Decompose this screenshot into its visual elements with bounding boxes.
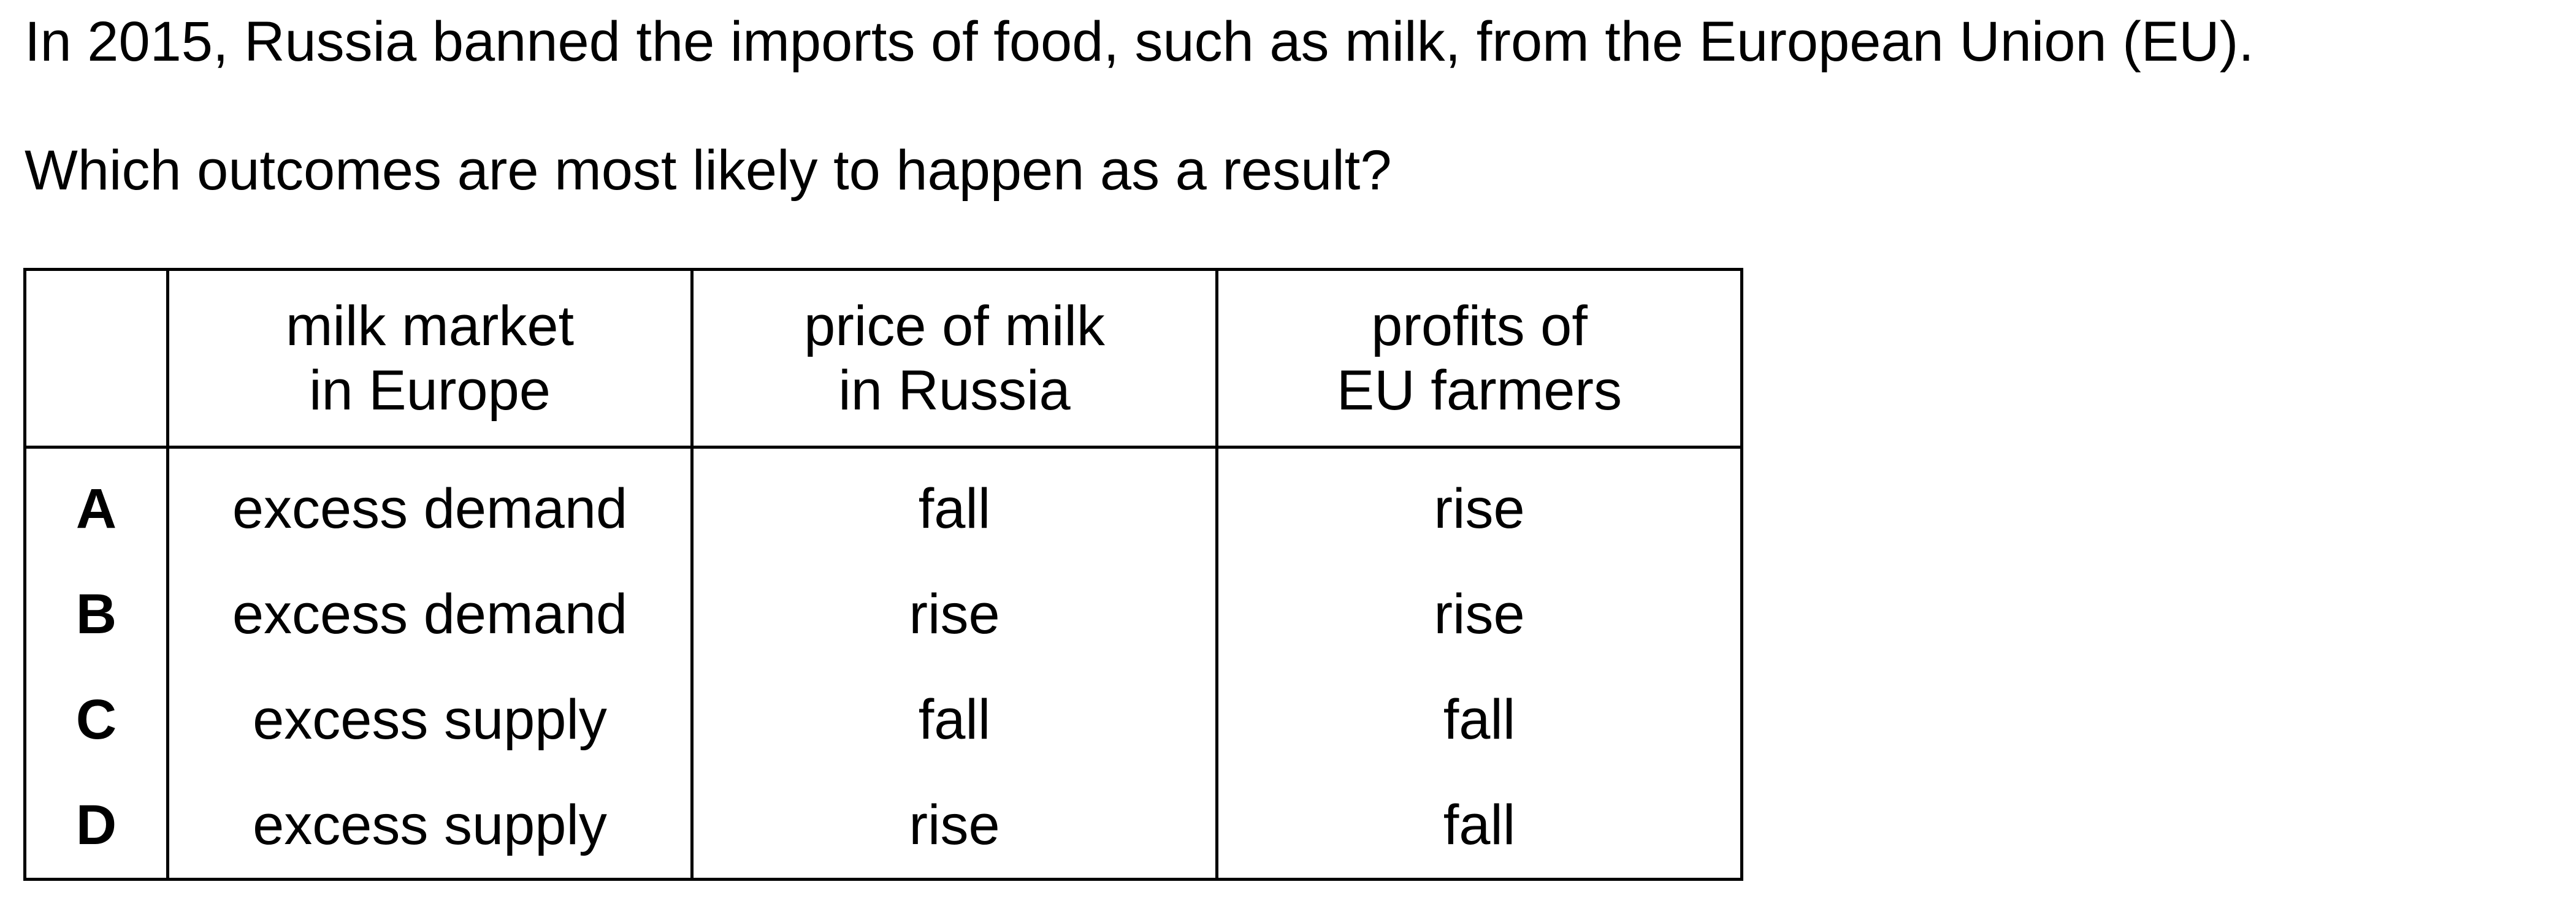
milk-market-cell: excess demand [166, 561, 694, 667]
price-cell: rise [690, 561, 1218, 667]
table-header-row: milk market in Europe price of milk in R… [23, 268, 1743, 449]
milk-market-cell: excess supply [166, 667, 694, 772]
header-line: milk market [285, 294, 575, 357]
header-line: EU farmers [1336, 359, 1622, 422]
profits-cell: fall [1215, 772, 1743, 881]
header-profits: profits of EU farmers [1215, 268, 1743, 449]
question-text: In 2015, Russia banned the imports of fo… [25, 10, 2254, 73]
option-letter: A [23, 447, 169, 561]
table-row-option-a: A excess demand fall rise [23, 447, 1743, 561]
price-cell: rise [690, 772, 1218, 881]
header-line: profits of [1371, 294, 1588, 357]
price-cell: fall [690, 447, 1218, 561]
milk-market-cell: excess demand [166, 447, 694, 561]
table-row-option-c: C excess supply fall fall [23, 667, 1743, 772]
header-blank-cell [23, 268, 169, 449]
header-price-of-milk: price of milk in Russia [690, 268, 1218, 449]
header-line: price of milk [804, 294, 1105, 357]
option-letter: C [23, 667, 169, 772]
table-row-option-d: D excess supply rise fall [23, 772, 1743, 881]
profits-cell: rise [1215, 447, 1743, 561]
price-cell: fall [690, 667, 1218, 772]
milk-market-cell: excess supply [166, 772, 694, 881]
profits-cell: fall [1215, 667, 1743, 772]
header-line: in Russia [838, 359, 1071, 422]
header-line: in Europe [309, 359, 551, 422]
options-table: milk market in Europe price of milk in R… [23, 268, 1743, 881]
profits-cell: rise [1215, 561, 1743, 667]
option-letter: D [23, 772, 169, 881]
question-prompt: Which outcomes are most likely to happen… [25, 139, 1392, 202]
header-milk-market: milk market in Europe [166, 268, 694, 449]
table-row-option-b: B excess demand rise rise [23, 561, 1743, 667]
option-letter: B [23, 561, 169, 667]
